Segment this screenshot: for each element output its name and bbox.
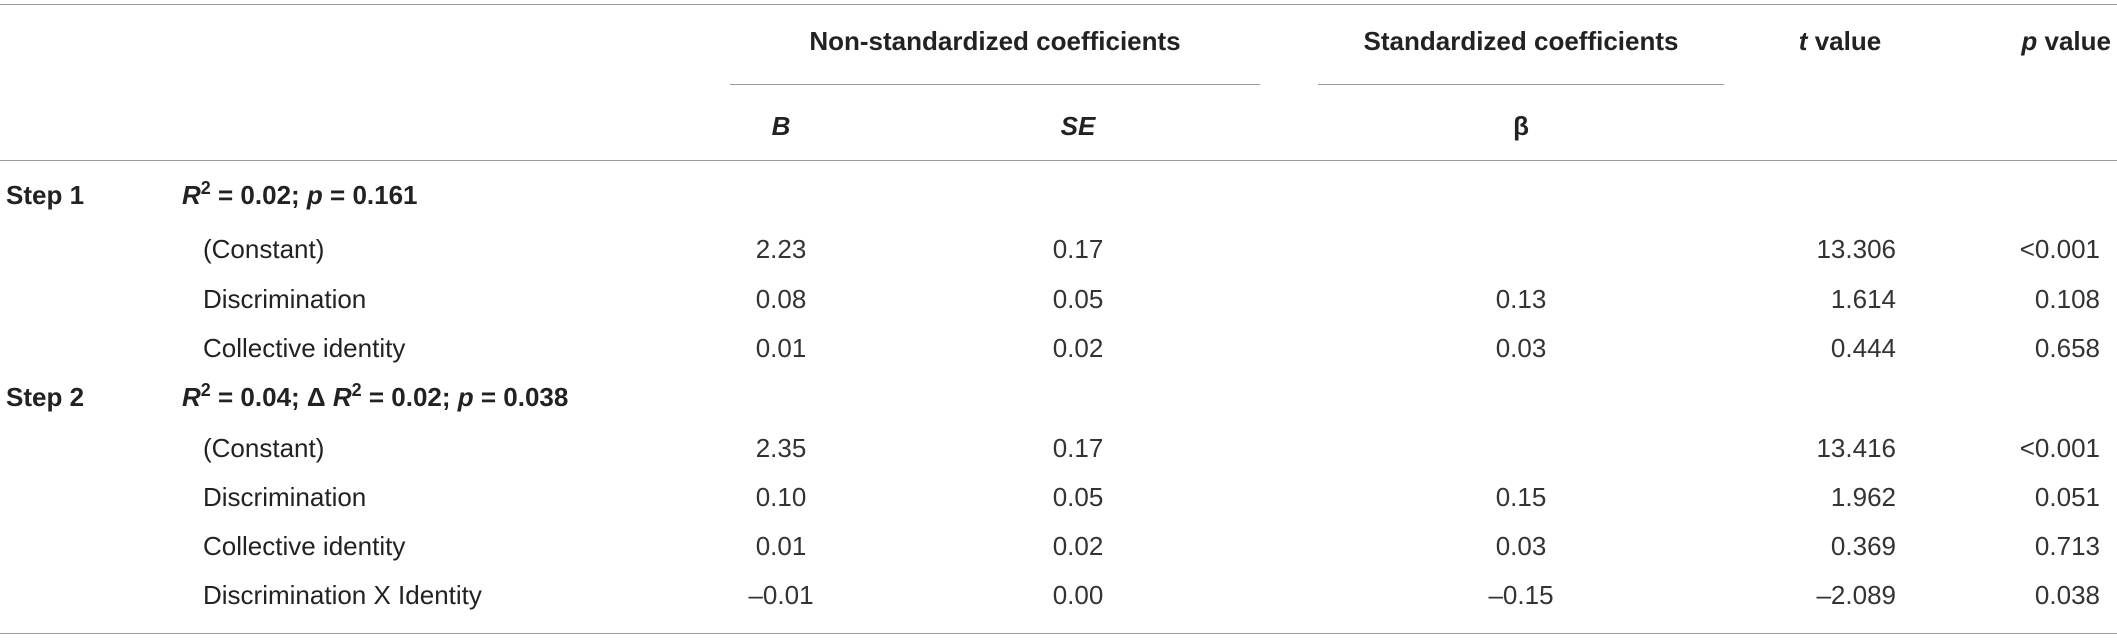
stat-text: = 0.02; [210,180,307,210]
cell-t: 1.614 [1830,284,1896,314]
cell-SE: 0.17 [1052,433,1104,463]
cell-p: <0.001 [2019,234,2100,264]
stat-text: = 0.04; Δ [210,382,333,412]
row-label: Collective identity [203,333,406,363]
cell-p: <0.001 [2019,433,2100,463]
header-SE: SE [1060,111,1096,141]
row-label: (Constant) [203,433,325,463]
r-symbol: R [332,382,352,412]
t-italic: t [1798,26,1808,56]
cell-t: 1.962 [1830,482,1896,512]
cell-p: 0.051 [2034,482,2100,512]
stat-text: = 0.038 [473,382,569,412]
header-bottom-rule [0,160,2117,161]
cell-SE: 0.05 [1052,284,1104,314]
table-bottom-rule [0,633,2117,634]
header-standardized: Standardized coefficients [1363,26,1679,56]
row-label: (Constant) [203,234,325,264]
header-beta: β [1513,111,1529,141]
stat-text: = 0.02; [361,382,458,412]
p-symbol: p [457,382,474,412]
cell-p: 0.108 [2034,284,2100,314]
cell-t: 0.369 [1830,531,1896,561]
r-symbol: R [182,180,201,210]
r-squared-sup: 2 [351,380,362,400]
cell-B: 0.10 [755,482,807,512]
cell-B: 2.23 [755,234,807,264]
header-t-value: t value [1799,26,1881,56]
p-italic: p [2021,26,2038,56]
p-symbol: p [306,180,323,210]
table-top-rule [0,4,2117,5]
stat-text: = 0.161 [322,180,418,210]
cell-SE: 0.05 [1052,482,1104,512]
cell-t: 0.444 [1830,333,1896,363]
non-std-group-rule [730,84,1260,85]
cell-beta: –0.15 [1488,580,1554,610]
cell-B: 0.01 [755,333,807,363]
step-label: Step 1 [6,180,85,210]
header-p-value: p value [2021,26,2111,56]
cell-p: 0.038 [2034,580,2100,610]
r-squared-sup: 2 [200,178,211,198]
row-label: Discrimination [203,482,367,512]
r-squared-sup: 2 [200,380,211,400]
row-label: Discrimination X Identity [203,580,482,610]
cell-B: 0.01 [755,531,807,561]
row-label: Collective identity [203,531,406,561]
cell-beta: 0.03 [1495,531,1547,561]
cell-B: –0.01 [748,580,814,610]
header-B: B [771,111,791,141]
cell-B: 0.08 [755,284,807,314]
cell-beta: 0.13 [1495,284,1547,314]
r-symbol: R [182,382,201,412]
cell-p: 0.713 [2034,531,2100,561]
cell-SE: 0.02 [1052,531,1104,561]
step-model-stats: R2 = 0.04; Δ R2 = 0.02; p = 0.038 [182,380,569,412]
cell-t: 13.416 [1816,433,1896,463]
header-non-standardized: Non-standardized coefficients [809,26,1181,56]
std-group-rule [1318,84,1724,85]
cell-beta: 0.03 [1495,333,1547,363]
p-value-text: value [2037,26,2112,56]
step-model-stats: R2 = 0.02; p = 0.161 [182,178,418,210]
row-label: Discrimination [203,284,367,314]
cell-SE: 0.02 [1052,333,1104,363]
step-label: Step 2 [6,382,85,412]
cell-t: –2.089 [1816,580,1896,610]
cell-B: 2.35 [755,433,807,463]
cell-SE: 0.17 [1052,234,1104,264]
cell-p: 0.658 [2034,333,2100,363]
cell-t: 13.306 [1816,234,1896,264]
cell-beta: 0.15 [1495,482,1547,512]
cell-SE: 0.00 [1052,580,1104,610]
t-value-text: value [1807,26,1882,56]
